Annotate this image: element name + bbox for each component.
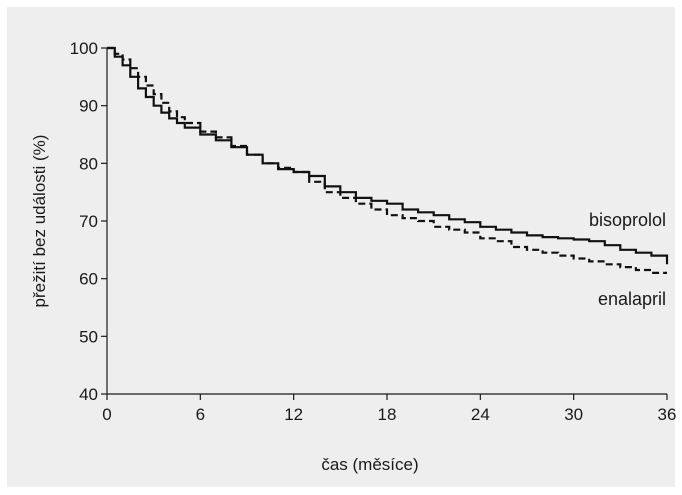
x-tick-label: 36: [658, 405, 677, 424]
y-tick-label: 100: [70, 39, 98, 58]
series-label-enalapril: enalapril: [598, 289, 666, 309]
y-tick-label: 50: [79, 327, 98, 346]
chart-panel: [7, 7, 675, 487]
y-tick-label: 60: [79, 270, 98, 289]
x-ticks: 0 6 12 18 24 30 36: [102, 394, 676, 424]
y-tick-label: 90: [79, 97, 98, 116]
x-tick-label: 18: [378, 405, 397, 424]
x-tick-label: 0: [102, 405, 111, 424]
series-label-bisoprolol: bisoprolol: [589, 210, 666, 230]
x-tick-label: 12: [284, 405, 303, 424]
series-line-bisoprolol: [107, 46, 669, 265]
x-tick-label: 30: [564, 405, 583, 424]
x-axis-label: čas (měsíce): [321, 455, 418, 474]
series-lines: [107, 46, 669, 274]
y-tick-label: 70: [79, 212, 98, 231]
x-tick-label: 24: [471, 405, 490, 424]
y-tick-label: 40: [79, 385, 98, 404]
series-line-enalapril: [107, 46, 667, 274]
y-tick-label: 80: [79, 154, 98, 173]
y-ticks: 40 50 60 70 80 90 100: [70, 39, 107, 404]
axes: [106, 48, 667, 395]
x-tick-label: 6: [196, 405, 205, 424]
y-axis-label: přežití bez události (%): [30, 135, 49, 308]
